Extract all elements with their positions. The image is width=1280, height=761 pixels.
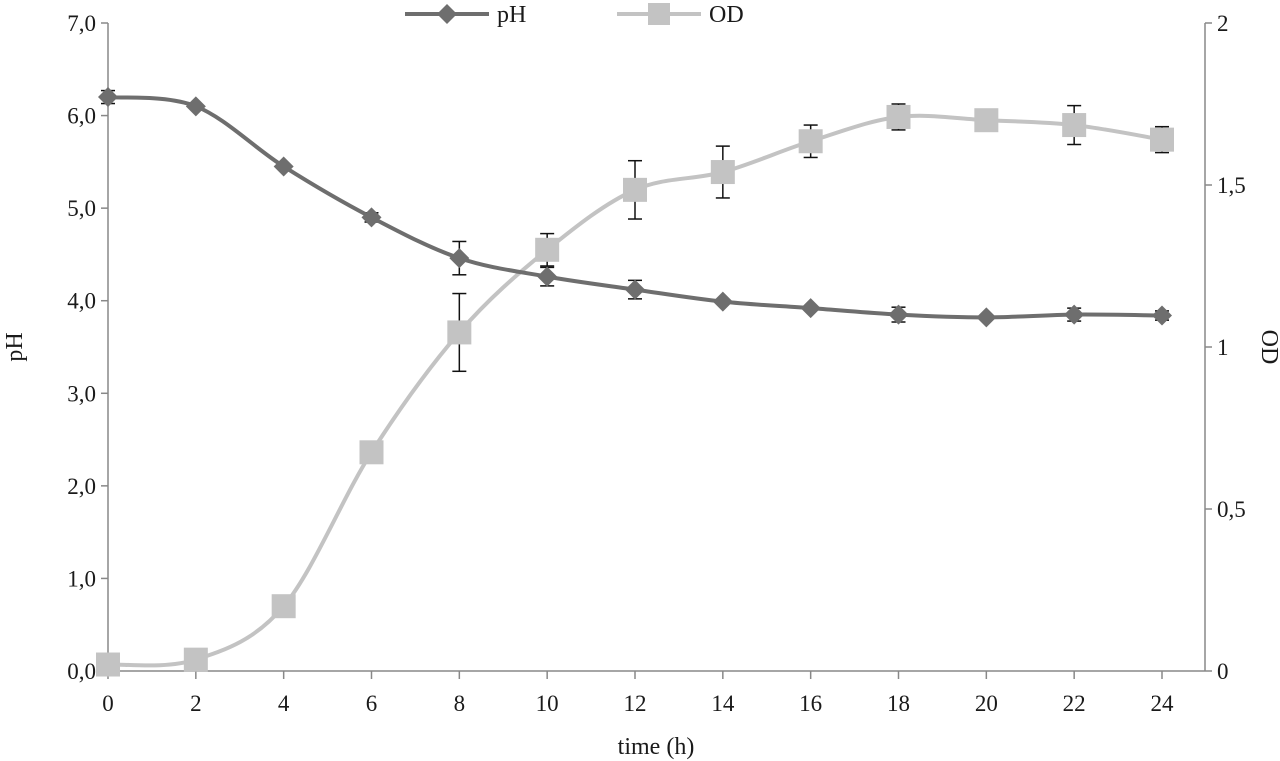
data-point-OD bbox=[96, 652, 120, 677]
data-point-OD bbox=[886, 104, 911, 129]
x-tick-label: 2 bbox=[190, 691, 202, 716]
x-tick-label: 10 bbox=[536, 691, 559, 716]
x-tick-label: 8 bbox=[454, 691, 466, 716]
data-point-pH bbox=[1064, 304, 1085, 325]
legend-marker-pH bbox=[437, 4, 457, 24]
legend: pH OD bbox=[405, 2, 744, 28]
markers bbox=[96, 87, 1174, 677]
data-point-pH bbox=[712, 291, 733, 312]
data-point-OD bbox=[447, 320, 472, 345]
x-tick-label: 6 bbox=[366, 691, 378, 716]
x-tick-label: 14 bbox=[711, 691, 735, 716]
data-point-pH bbox=[800, 298, 821, 319]
y-left-tick-label: 5,0 bbox=[67, 196, 96, 221]
data-point-pH bbox=[1152, 305, 1172, 326]
y-right-tick-label: 2 bbox=[1217, 11, 1229, 36]
data-point-OD bbox=[271, 594, 296, 619]
data-point-pH bbox=[98, 87, 118, 108]
data-point-OD bbox=[535, 237, 560, 262]
data-point-OD bbox=[183, 647, 208, 672]
y-left-tick-label: 4,0 bbox=[67, 289, 96, 314]
x-tick-label: 4 bbox=[278, 691, 290, 716]
data-point-OD bbox=[974, 108, 999, 133]
data-point-pH bbox=[185, 96, 206, 117]
y-left-tick-label: 7,0 bbox=[67, 11, 96, 36]
legend-marker-OD bbox=[648, 3, 670, 25]
data-point-pH bbox=[976, 307, 997, 328]
y-left-tick-label: 3,0 bbox=[67, 381, 96, 406]
data-point-OD bbox=[359, 440, 384, 465]
axes: 0 2 4 6 8 10 12 14 16 18 20 22 240,01,02,03,04,05,06… bbox=[2, 11, 1280, 760]
x-tick-label: 22 bbox=[1063, 691, 1086, 716]
x-tick-label: 20 bbox=[975, 691, 998, 716]
y-left-axis-title: pH bbox=[2, 332, 28, 361]
x-tick-label: 0 bbox=[102, 691, 114, 716]
y-right-tick-label: 0 bbox=[1217, 659, 1229, 684]
y-right-tick-label: 0,5 bbox=[1217, 497, 1246, 522]
x-tick-label: 18 bbox=[887, 691, 910, 716]
data-point-OD bbox=[710, 160, 735, 185]
data-point-pH bbox=[888, 304, 909, 325]
y-left-tick-label: 2,0 bbox=[67, 474, 96, 499]
x-axis-title: time (h) bbox=[618, 734, 695, 760]
x-tick-label: 16 bbox=[799, 691, 822, 716]
y-left-tick-label: 1,0 bbox=[67, 566, 96, 591]
data-point-pH bbox=[537, 266, 558, 287]
data-point-pH bbox=[273, 156, 294, 177]
y-right-tick-label: 1 bbox=[1217, 335, 1229, 360]
y-right-tick-label: 1,5 bbox=[1217, 173, 1246, 198]
y-right-axis-title: OD bbox=[1256, 330, 1280, 365]
x-tick-label: 12 bbox=[624, 691, 647, 716]
data-point-OD bbox=[1150, 127, 1174, 152]
legend-label-pH: pH bbox=[497, 2, 526, 28]
data-point-pH bbox=[449, 248, 470, 269]
data-point-OD bbox=[623, 177, 647, 202]
data-point-pH bbox=[625, 279, 645, 300]
y-left-tick-label: 0,0 bbox=[67, 659, 96, 684]
legend-label-OD: OD bbox=[709, 2, 744, 28]
data-point-OD bbox=[798, 129, 823, 154]
y-left-tick-label: 6,0 bbox=[67, 104, 96, 129]
data-point-OD bbox=[1062, 113, 1087, 138]
x-tick-label: 24 bbox=[1151, 691, 1175, 716]
data-point-pH bbox=[361, 207, 382, 228]
error-bars bbox=[101, 89, 1169, 373]
